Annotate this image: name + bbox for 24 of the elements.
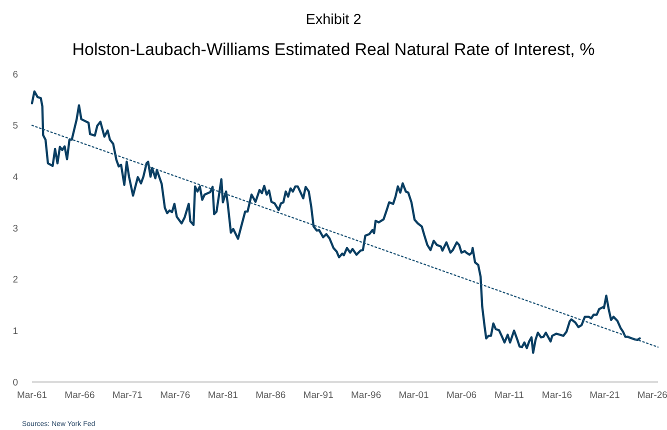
- x-tick-label: Mar-86: [256, 390, 286, 401]
- chart-subtitle: Holston-Laubach-Williams Estimated Real Natural Rate of Interest, %: [72, 40, 595, 59]
- x-tick-label: Mar-16: [542, 390, 572, 401]
- x-tick-label: Mar-71: [112, 390, 142, 401]
- x-tick-label: Mar-06: [446, 390, 477, 401]
- x-tick-label: Mar-81: [208, 390, 238, 401]
- y-tick-label: 1: [12, 326, 18, 337]
- y-tick-label: 5: [12, 120, 18, 132]
- x-tick-label: Mar-96: [351, 390, 382, 401]
- y-tick-label: 2: [12, 274, 18, 286]
- y-tick-label: 6: [12, 69, 18, 80]
- x-tick-label: Mar-21: [590, 390, 620, 401]
- y-tick-label: 4: [12, 172, 18, 183]
- x-tick-label: Mar-66: [64, 390, 95, 401]
- x-tick-label: Mar-26: [637, 390, 667, 401]
- y-tick-label: 0: [12, 377, 18, 388]
- x-tick-label: Mar-61: [16, 390, 48, 401]
- x-tick-label: Mar-76: [160, 390, 190, 401]
- x-tick-label: Mar-11: [494, 390, 524, 401]
- chart-title: Exhibit 2: [306, 12, 362, 28]
- line-series: [30, 90, 641, 354]
- x-tick-label: Mar-91: [303, 390, 334, 401]
- x-tick-label: Mar-01: [398, 390, 429, 401]
- y-tick-label: 3: [12, 223, 18, 234]
